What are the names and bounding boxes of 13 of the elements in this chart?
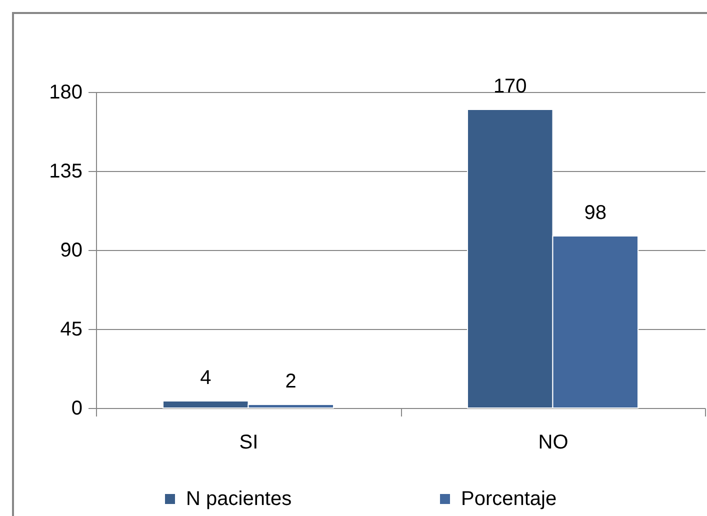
data-label: 4 xyxy=(200,366,212,389)
data-label: 170 xyxy=(493,76,527,98)
y-tick-label: 180 xyxy=(49,82,82,104)
x-tick-label: SI xyxy=(239,432,258,454)
y-tick-label: 45 xyxy=(60,318,82,340)
legend-label: Porcentaje xyxy=(461,488,557,510)
y-tick-label: 135 xyxy=(49,160,82,182)
data-label: 2 xyxy=(285,370,296,392)
x-tick-label: NO xyxy=(538,432,568,454)
y-tick-label: 0 xyxy=(71,398,82,420)
data-label: 98 xyxy=(584,202,606,224)
y-tick-label: 90 xyxy=(60,240,82,262)
legend-label: N pacientes xyxy=(186,488,292,510)
